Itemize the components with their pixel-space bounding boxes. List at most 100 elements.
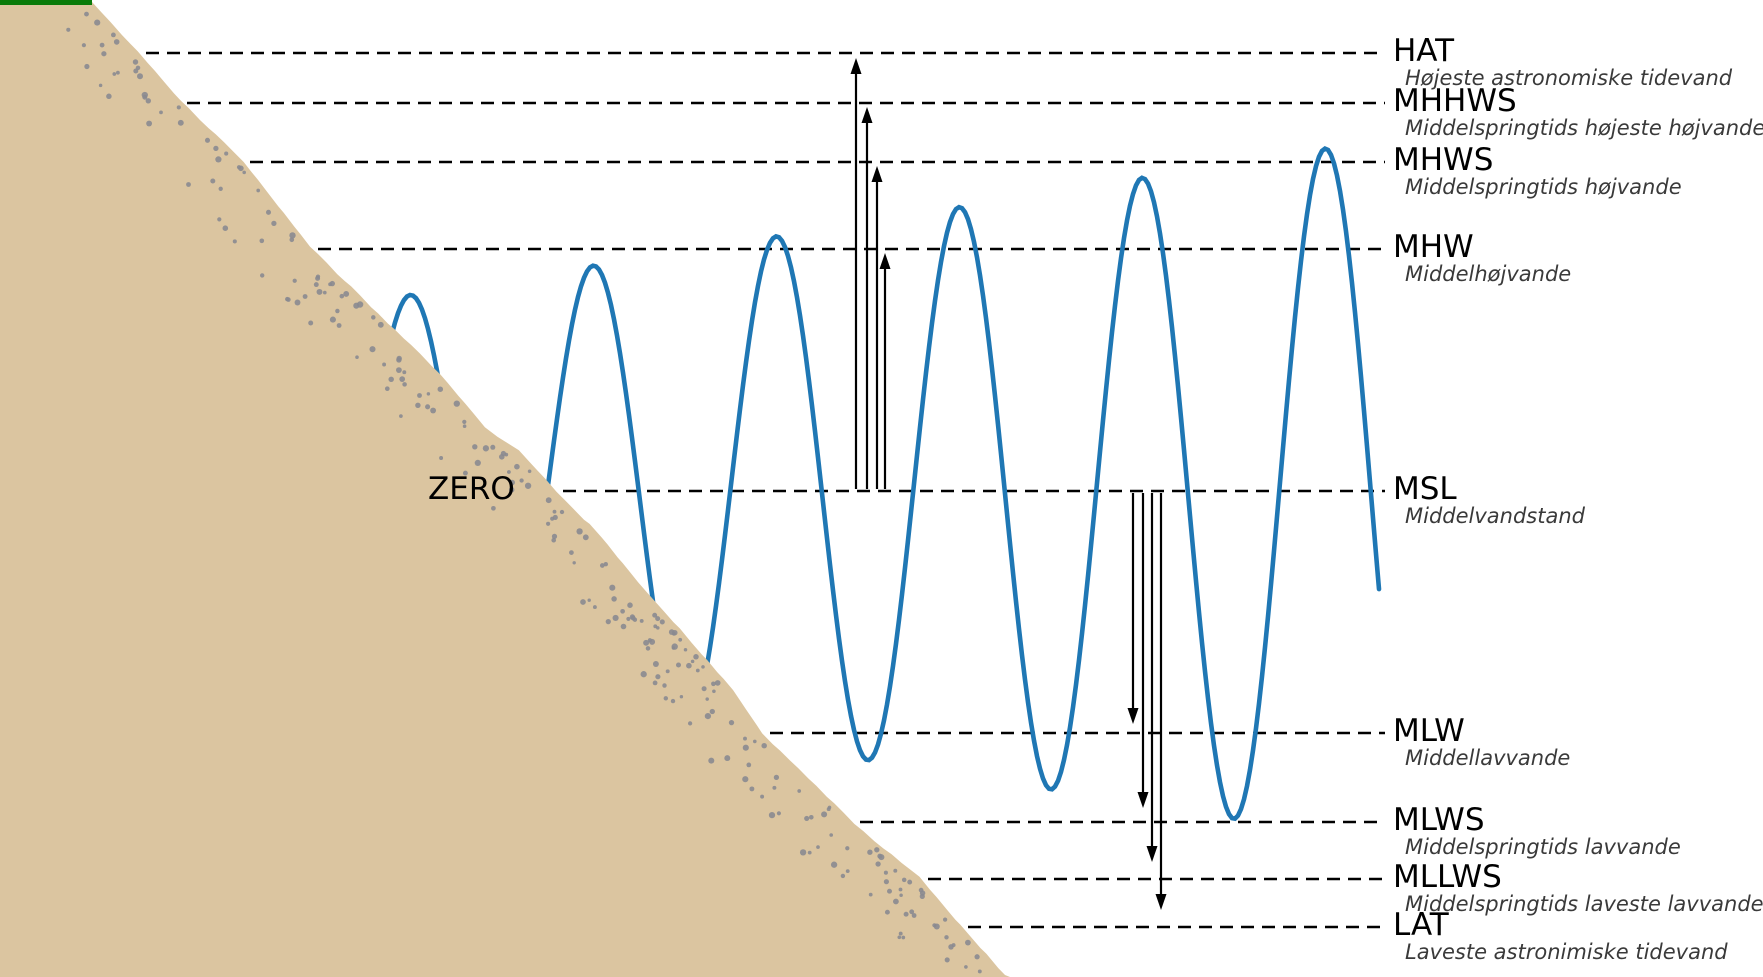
speckle-dot: [514, 463, 520, 470]
speckle-dot: [761, 742, 767, 749]
speckle-dot: [329, 316, 336, 323]
speckle-dot: [874, 847, 880, 853]
speckle-dot: [965, 939, 971, 946]
speckle-dot: [712, 689, 716, 694]
speckle-dot: [355, 355, 359, 359]
speckle-dot: [630, 615, 636, 621]
level-code: MLWS: [1393, 802, 1485, 838]
speckle-dot: [944, 957, 950, 963]
speckle-dot: [99, 42, 105, 48]
speckle-dot: [101, 51, 107, 57]
speckle-dot: [399, 376, 406, 382]
sand-speckles: [66, 11, 982, 974]
level-label-HAT: HAT Højeste astronomiske tidevand: [1393, 36, 1732, 90]
speckle-dot: [655, 616, 661, 622]
level-description: Middelhøjvande: [1405, 262, 1572, 286]
level-description: Middelspringtids laveste lavvande: [1405, 892, 1763, 916]
speckle-dot: [582, 534, 589, 541]
speckle-dot: [224, 151, 229, 156]
speckle-dot: [587, 598, 591, 602]
speckle-dot: [599, 563, 605, 568]
speckle-dot: [878, 854, 885, 861]
speckle-dot: [425, 404, 431, 410]
speckle-dot: [417, 393, 422, 398]
speckle-dot: [132, 59, 139, 65]
speckle-dot: [932, 923, 937, 928]
speckle-dot: [826, 807, 831, 812]
speckle-dot: [804, 815, 810, 821]
speckle-dot: [686, 662, 692, 669]
speckle-dot: [265, 209, 272, 215]
speckle-dot: [369, 346, 376, 353]
speckle-dot: [242, 170, 246, 175]
level-code: MHHWS: [1393, 83, 1517, 119]
speckle-dot: [402, 382, 407, 387]
speckle-dot: [453, 400, 460, 407]
level-label-MHWS: MHWS Middelspringtids højvande: [1393, 145, 1682, 199]
speckle-dot: [845, 869, 850, 873]
speckle-dot: [816, 845, 820, 849]
speckle-dot: [217, 217, 222, 222]
speckle-dot: [672, 629, 678, 636]
speckle-dot: [665, 669, 670, 674]
grass-strip: [0, 0, 92, 5]
speckle-dot: [133, 68, 139, 74]
speckle-dot: [640, 671, 647, 678]
speckle-dot: [903, 911, 909, 917]
speckle-dot: [81, 43, 86, 48]
speckle-dot: [683, 647, 688, 652]
speckle-dot: [728, 719, 735, 726]
speckle-dot: [742, 776, 749, 783]
sand-slope: [0, 2, 1010, 977]
speckle-dot: [94, 19, 101, 26]
speckle-dot: [897, 935, 902, 940]
speckle-dot: [709, 708, 715, 715]
speckle-dot: [439, 456, 444, 460]
speckle-dot: [749, 786, 755, 792]
zero-datum-label: ZERO: [428, 471, 515, 507]
level-description: Middellavvande: [1405, 746, 1571, 770]
speckle-dot: [519, 478, 524, 483]
speckle-dot: [845, 846, 850, 851]
speckle-dot: [396, 367, 402, 373]
speckle-dot: [106, 93, 112, 100]
level-label-MLLWS: MLLWS Middelspringtids laveste lavvande: [1393, 862, 1763, 916]
level-dash-lines: [146, 51, 1385, 929]
speckle-dot: [215, 156, 222, 163]
speckle-dot: [620, 623, 627, 630]
speckle-dot: [626, 616, 631, 621]
arrow-head: [1155, 894, 1167, 910]
arrow-head: [861, 107, 873, 123]
up-arrow-to-HAT: [850, 58, 862, 489]
speckle-dot: [724, 755, 731, 762]
speckle-dot: [430, 407, 437, 414]
speckle-dot: [145, 98, 151, 104]
speckle-dot: [609, 584, 616, 591]
speckle-dot: [893, 868, 898, 873]
speckle-dot: [308, 320, 314, 326]
speckle-dot: [98, 83, 103, 88]
speckle-dot: [655, 674, 661, 680]
speckle-dot: [559, 509, 565, 515]
speckle-dot: [294, 299, 301, 306]
down-arrow-to-LAT: [1155, 493, 1167, 910]
level-code: MHW: [1393, 229, 1474, 265]
speckle-dot: [743, 736, 747, 741]
shore: [0, 0, 1010, 977]
speckle-dot: [605, 618, 611, 625]
speckle-dot: [867, 849, 873, 855]
speckle-dot: [286, 297, 291, 302]
speckle-dot: [382, 362, 387, 367]
level-code: LAT: [1393, 907, 1449, 943]
speckle-dot: [146, 120, 153, 127]
level-code: MHWS: [1393, 142, 1494, 178]
speckle-dot: [714, 680, 721, 686]
speckle-dot: [336, 323, 342, 328]
speckle-dot: [652, 612, 658, 618]
speckle-dot: [335, 308, 340, 314]
speckle-dot: [643, 639, 650, 646]
speckle-dot: [302, 294, 308, 299]
level-description: Middelspringtids lavvande: [1405, 835, 1681, 859]
